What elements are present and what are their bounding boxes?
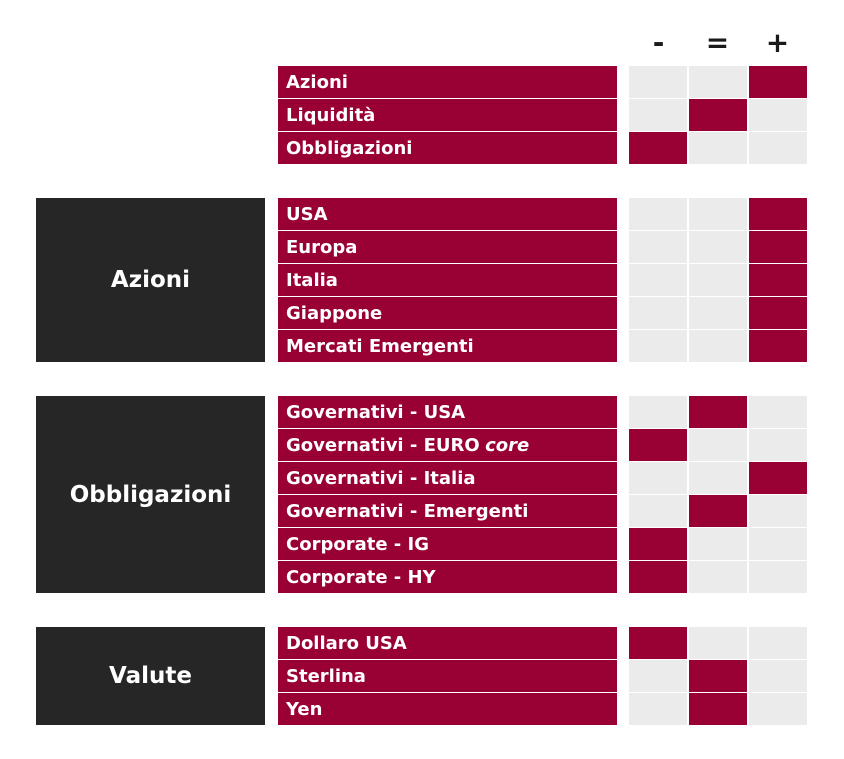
rating-cell-selected (689, 693, 747, 725)
column-header: + (765, 26, 790, 59)
rating-cell-empty (689, 462, 747, 494)
row-label: USA (278, 198, 617, 230)
rating-cell-empty (689, 330, 747, 362)
rating-cell-empty (689, 627, 747, 659)
rating-cell-empty (749, 693, 807, 725)
rating-cell-empty (689, 132, 747, 164)
row-label-text: Governativi - EURO (286, 434, 480, 456)
section-label: Obbligazioni (36, 396, 265, 593)
rating-cell-empty (689, 264, 747, 296)
row-label-text: Mercati Emergenti (286, 335, 474, 357)
row-label: Yen (278, 693, 617, 725)
row-label: Liquidità (278, 99, 617, 131)
row-label-text: Corporate - IG (286, 533, 430, 555)
rating-cell-selected (629, 132, 687, 164)
rating-cell-selected (749, 462, 807, 494)
rating-cell-empty (689, 561, 747, 593)
rating-cell-selected (749, 297, 807, 329)
row-label-suffix: core (485, 434, 530, 456)
row-label: Dollaro USA (278, 627, 617, 659)
rating-cell-empty (749, 396, 807, 428)
row-label: Giappone (278, 297, 617, 329)
rating-cell-empty (629, 693, 687, 725)
rating-cell-empty (749, 528, 807, 560)
section-label: Valute (36, 627, 265, 725)
row-label: Obbligazioni (278, 132, 617, 164)
rating-cell-empty (689, 66, 747, 98)
row-label: Azioni (278, 66, 617, 98)
row-label-text: Liquidità (286, 104, 376, 126)
row-label: Governativi - USA (278, 396, 617, 428)
rating-cell-empty (689, 429, 747, 461)
row-label-text: Italia (286, 269, 338, 291)
rating-cell-empty (629, 297, 687, 329)
rating-cell-selected (629, 528, 687, 560)
row-label-text: Governativi - USA (286, 401, 466, 423)
rating-cell-selected (749, 264, 807, 296)
rating-cell-empty (629, 660, 687, 692)
row-label: Corporate - HY (278, 561, 617, 593)
rating-cell-empty (629, 264, 687, 296)
row-label-text: Europa (286, 236, 358, 258)
rating-cell-selected (749, 66, 807, 98)
rating-cell-empty (749, 561, 807, 593)
rating-cell-selected (689, 495, 747, 527)
rating-cell-empty (749, 660, 807, 692)
row-label: Governativi - Emergenti (278, 495, 617, 527)
row-label-text: Giappone (286, 302, 383, 324)
rating-cell-selected (689, 660, 747, 692)
rating-cell-selected (629, 561, 687, 593)
row-label: Sterlina (278, 660, 617, 692)
row-label: Governativi - EURO core (278, 429, 617, 461)
row-label-text: Sterlina (286, 665, 366, 687)
rating-cell-empty (629, 66, 687, 98)
rating-cell-empty (629, 396, 687, 428)
row-label: Governativi - Italia (278, 462, 617, 494)
rating-cell-empty (689, 297, 747, 329)
rating-cell-selected (749, 330, 807, 362)
rating-cell-selected (629, 627, 687, 659)
row-label: Corporate - IG (278, 528, 617, 560)
row-label: Mercati Emergenti (278, 330, 617, 362)
row-label-text: Yen (286, 698, 323, 720)
row-label-text: USA (286, 203, 328, 225)
rating-cell-selected (749, 231, 807, 263)
rating-cell-empty (629, 462, 687, 494)
rating-cell-empty (689, 528, 747, 560)
row-label-text: Dollaro USA (286, 632, 407, 654)
rating-cell-empty (749, 99, 807, 131)
rating-cell-empty (749, 429, 807, 461)
rating-cell-selected (689, 396, 747, 428)
rating-cell-empty (689, 231, 747, 263)
rating-cell-empty (749, 132, 807, 164)
rating-cell-selected (749, 198, 807, 230)
rating-cell-empty (629, 231, 687, 263)
column-header: = (705, 26, 730, 59)
section-label: Azioni (36, 198, 265, 362)
rating-cell-selected (629, 429, 687, 461)
rating-cell-empty (689, 198, 747, 230)
rating-cell-empty (629, 99, 687, 131)
rating-cell-empty (629, 495, 687, 527)
row-label: Europa (278, 231, 617, 263)
row-label-text: Governativi - Emergenti (286, 500, 529, 522)
rating-cell-empty (749, 627, 807, 659)
row-label: Italia (278, 264, 617, 296)
row-label-text: Governativi - Italia (286, 467, 476, 489)
rating-cell-empty (749, 495, 807, 527)
rating-cell-selected (689, 99, 747, 131)
row-label-text: Corporate - HY (286, 566, 436, 588)
column-header: - (652, 26, 665, 59)
row-label-text: Obbligazioni (286, 137, 413, 159)
rating-cell-empty (629, 198, 687, 230)
row-label-text: Azioni (286, 71, 348, 93)
rating-cell-empty (629, 330, 687, 362)
